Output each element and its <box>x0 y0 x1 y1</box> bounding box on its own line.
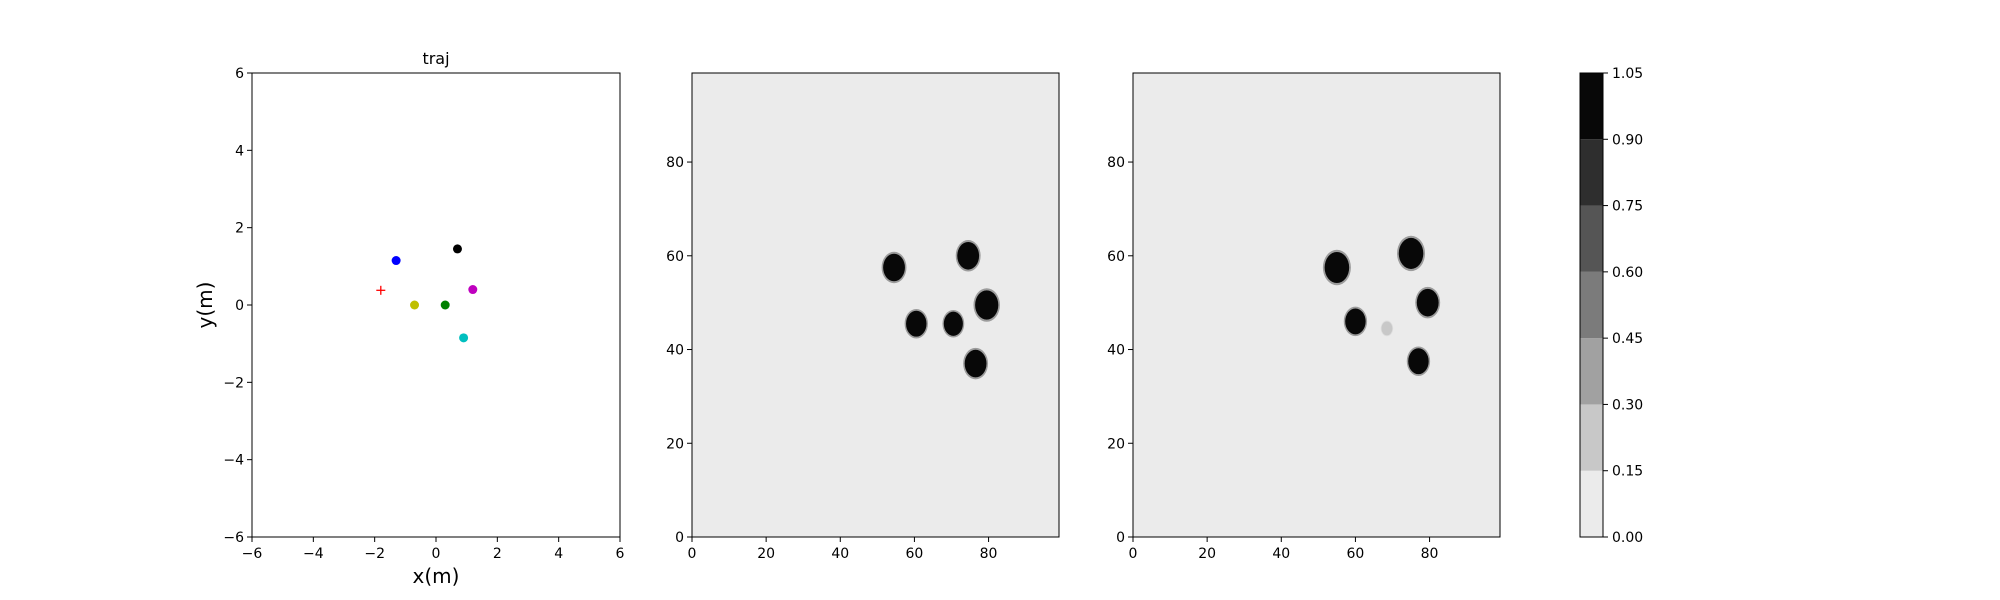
trajectory-plot-area <box>252 73 620 537</box>
map-2-x-ticks: 0 20 40 60 80 <box>1129 537 1439 562</box>
y-tick-label: 20 <box>1107 436 1125 452</box>
agent-point <box>452 244 462 254</box>
obstacle-blob <box>906 310 927 337</box>
start-point-marker <box>376 285 386 295</box>
agent-point <box>468 285 478 295</box>
colorbar-band <box>1580 271 1603 339</box>
y-tick-label: −4 <box>223 453 244 469</box>
x-tick-label: −2 <box>364 546 385 562</box>
colorbar-tick-label: 0.45 <box>1612 331 1643 347</box>
x-tick-label: 0 <box>1129 546 1138 562</box>
map-1-x-ticks: 0 20 40 60 80 <box>688 537 998 562</box>
map-panel-1: 0 20 40 60 80 0 20 40 60 80 <box>666 72 1060 562</box>
obstacle-blob <box>1381 321 1393 336</box>
map-2-y-ticks: 0 20 40 60 80 <box>1107 155 1133 546</box>
x-tick-label: 2 <box>493 546 502 562</box>
y-tick-label: 0 <box>675 530 684 546</box>
colorbar-band <box>1580 470 1603 537</box>
y-tick-label: 80 <box>1107 155 1125 171</box>
x-tick-label: 0 <box>432 546 441 562</box>
colorbar-bands <box>1580 73 1603 537</box>
colorbar-tick-label: 0.75 <box>1612 199 1643 215</box>
colorbar-tick-label: 0.60 <box>1612 265 1643 281</box>
y-tick-label: −2 <box>223 375 244 391</box>
agent-point <box>410 300 420 310</box>
obstacle-blob <box>943 311 963 336</box>
obstacle-blob <box>1398 237 1424 269</box>
y-tick-label: 2 <box>235 221 244 237</box>
trajectory-panel: −6 −4 −2 0 2 4 6 −6 −4 −2 0 2 4 6 traj x(m) y(m) <box>193 49 625 588</box>
colorbar-band <box>1580 73 1603 140</box>
y-tick-label: 0 <box>1116 530 1125 546</box>
y-tick-label: 20 <box>666 436 684 452</box>
y-tick-label: 60 <box>1107 249 1125 265</box>
map-2-background <box>1133 73 1500 537</box>
colorbar-ticks: 0.00 0.15 0.30 0.45 0.60 0.75 0.90 1.05 <box>1603 66 1643 546</box>
obstacle-blob <box>964 349 987 378</box>
obstacle-blob <box>957 241 980 270</box>
x-tick-label: 80 <box>980 546 998 562</box>
map-2-blobs <box>1322 235 1441 377</box>
colorbar-band <box>1580 205 1603 272</box>
colorbar-frame <box>1579 72 1604 538</box>
x-tick-label: 60 <box>1347 546 1365 562</box>
colorbar-tick-label: 1.05 <box>1612 66 1643 82</box>
y-tick-label: 40 <box>666 343 684 359</box>
trajectory-title: traj <box>422 49 449 68</box>
trajectory-x-ticks: −6 −4 −2 0 2 4 6 <box>242 537 625 562</box>
y-tick-label: 6 <box>235 66 244 82</box>
colorbar: 0.00 0.15 0.30 0.45 0.60 0.75 0.90 1.05 <box>1579 66 1643 546</box>
x-tick-label: 40 <box>831 546 849 562</box>
obstacle-blob <box>1416 288 1439 317</box>
colorbar-tick-label: 0.15 <box>1612 464 1643 480</box>
x-tick-label: 4 <box>554 546 563 562</box>
trajectory-y-label: y(m) <box>193 282 217 329</box>
obstacle-blob <box>975 290 999 320</box>
obstacle-blob <box>1408 348 1429 375</box>
agent-point <box>440 300 450 310</box>
x-tick-label: −6 <box>242 546 263 562</box>
obstacle-blob <box>883 253 905 282</box>
colorbar-tick-label: 0.30 <box>1612 397 1643 413</box>
trajectory-x-label: x(m) <box>413 564 460 588</box>
obstacle-blob <box>1324 251 1350 284</box>
y-tick-label: 60 <box>666 249 684 265</box>
agent-point <box>459 333 469 343</box>
colorbar-band <box>1580 139 1603 206</box>
map-1-axes-frame <box>691 72 1060 538</box>
y-tick-label: 0 <box>235 298 244 314</box>
x-tick-label: 0 <box>688 546 697 562</box>
colorbar-tick-label: 0.90 <box>1612 132 1643 148</box>
x-tick-label: −4 <box>303 546 324 562</box>
x-tick-label: 6 <box>616 546 625 562</box>
map-1-background <box>692 73 1059 537</box>
trajectory-y-ticks: −6 −4 −2 0 2 4 6 <box>223 66 252 546</box>
y-tick-label: 4 <box>235 143 244 159</box>
obstacle-blob <box>1345 308 1366 335</box>
agent-point <box>391 256 401 266</box>
map-1-y-ticks: 0 20 40 60 80 <box>666 155 692 546</box>
x-tick-label: 80 <box>1421 546 1439 562</box>
colorbar-band <box>1580 338 1603 405</box>
map-2-axes-frame <box>1132 72 1501 538</box>
y-tick-label: 40 <box>1107 343 1125 359</box>
x-tick-label: 60 <box>906 546 924 562</box>
x-tick-label: 40 <box>1272 546 1290 562</box>
x-tick-label: 20 <box>757 546 775 562</box>
y-tick-label: 80 <box>666 155 684 171</box>
map-panel-2: 0 20 40 60 80 0 20 40 60 80 <box>1107 72 1501 562</box>
trajectory-points <box>376 244 478 343</box>
x-tick-label: 20 <box>1198 546 1216 562</box>
y-tick-label: −6 <box>223 530 244 546</box>
colorbar-band <box>1580 404 1603 471</box>
colorbar-tick-label: 0.00 <box>1612 530 1643 546</box>
map-1-blobs <box>881 240 1000 380</box>
